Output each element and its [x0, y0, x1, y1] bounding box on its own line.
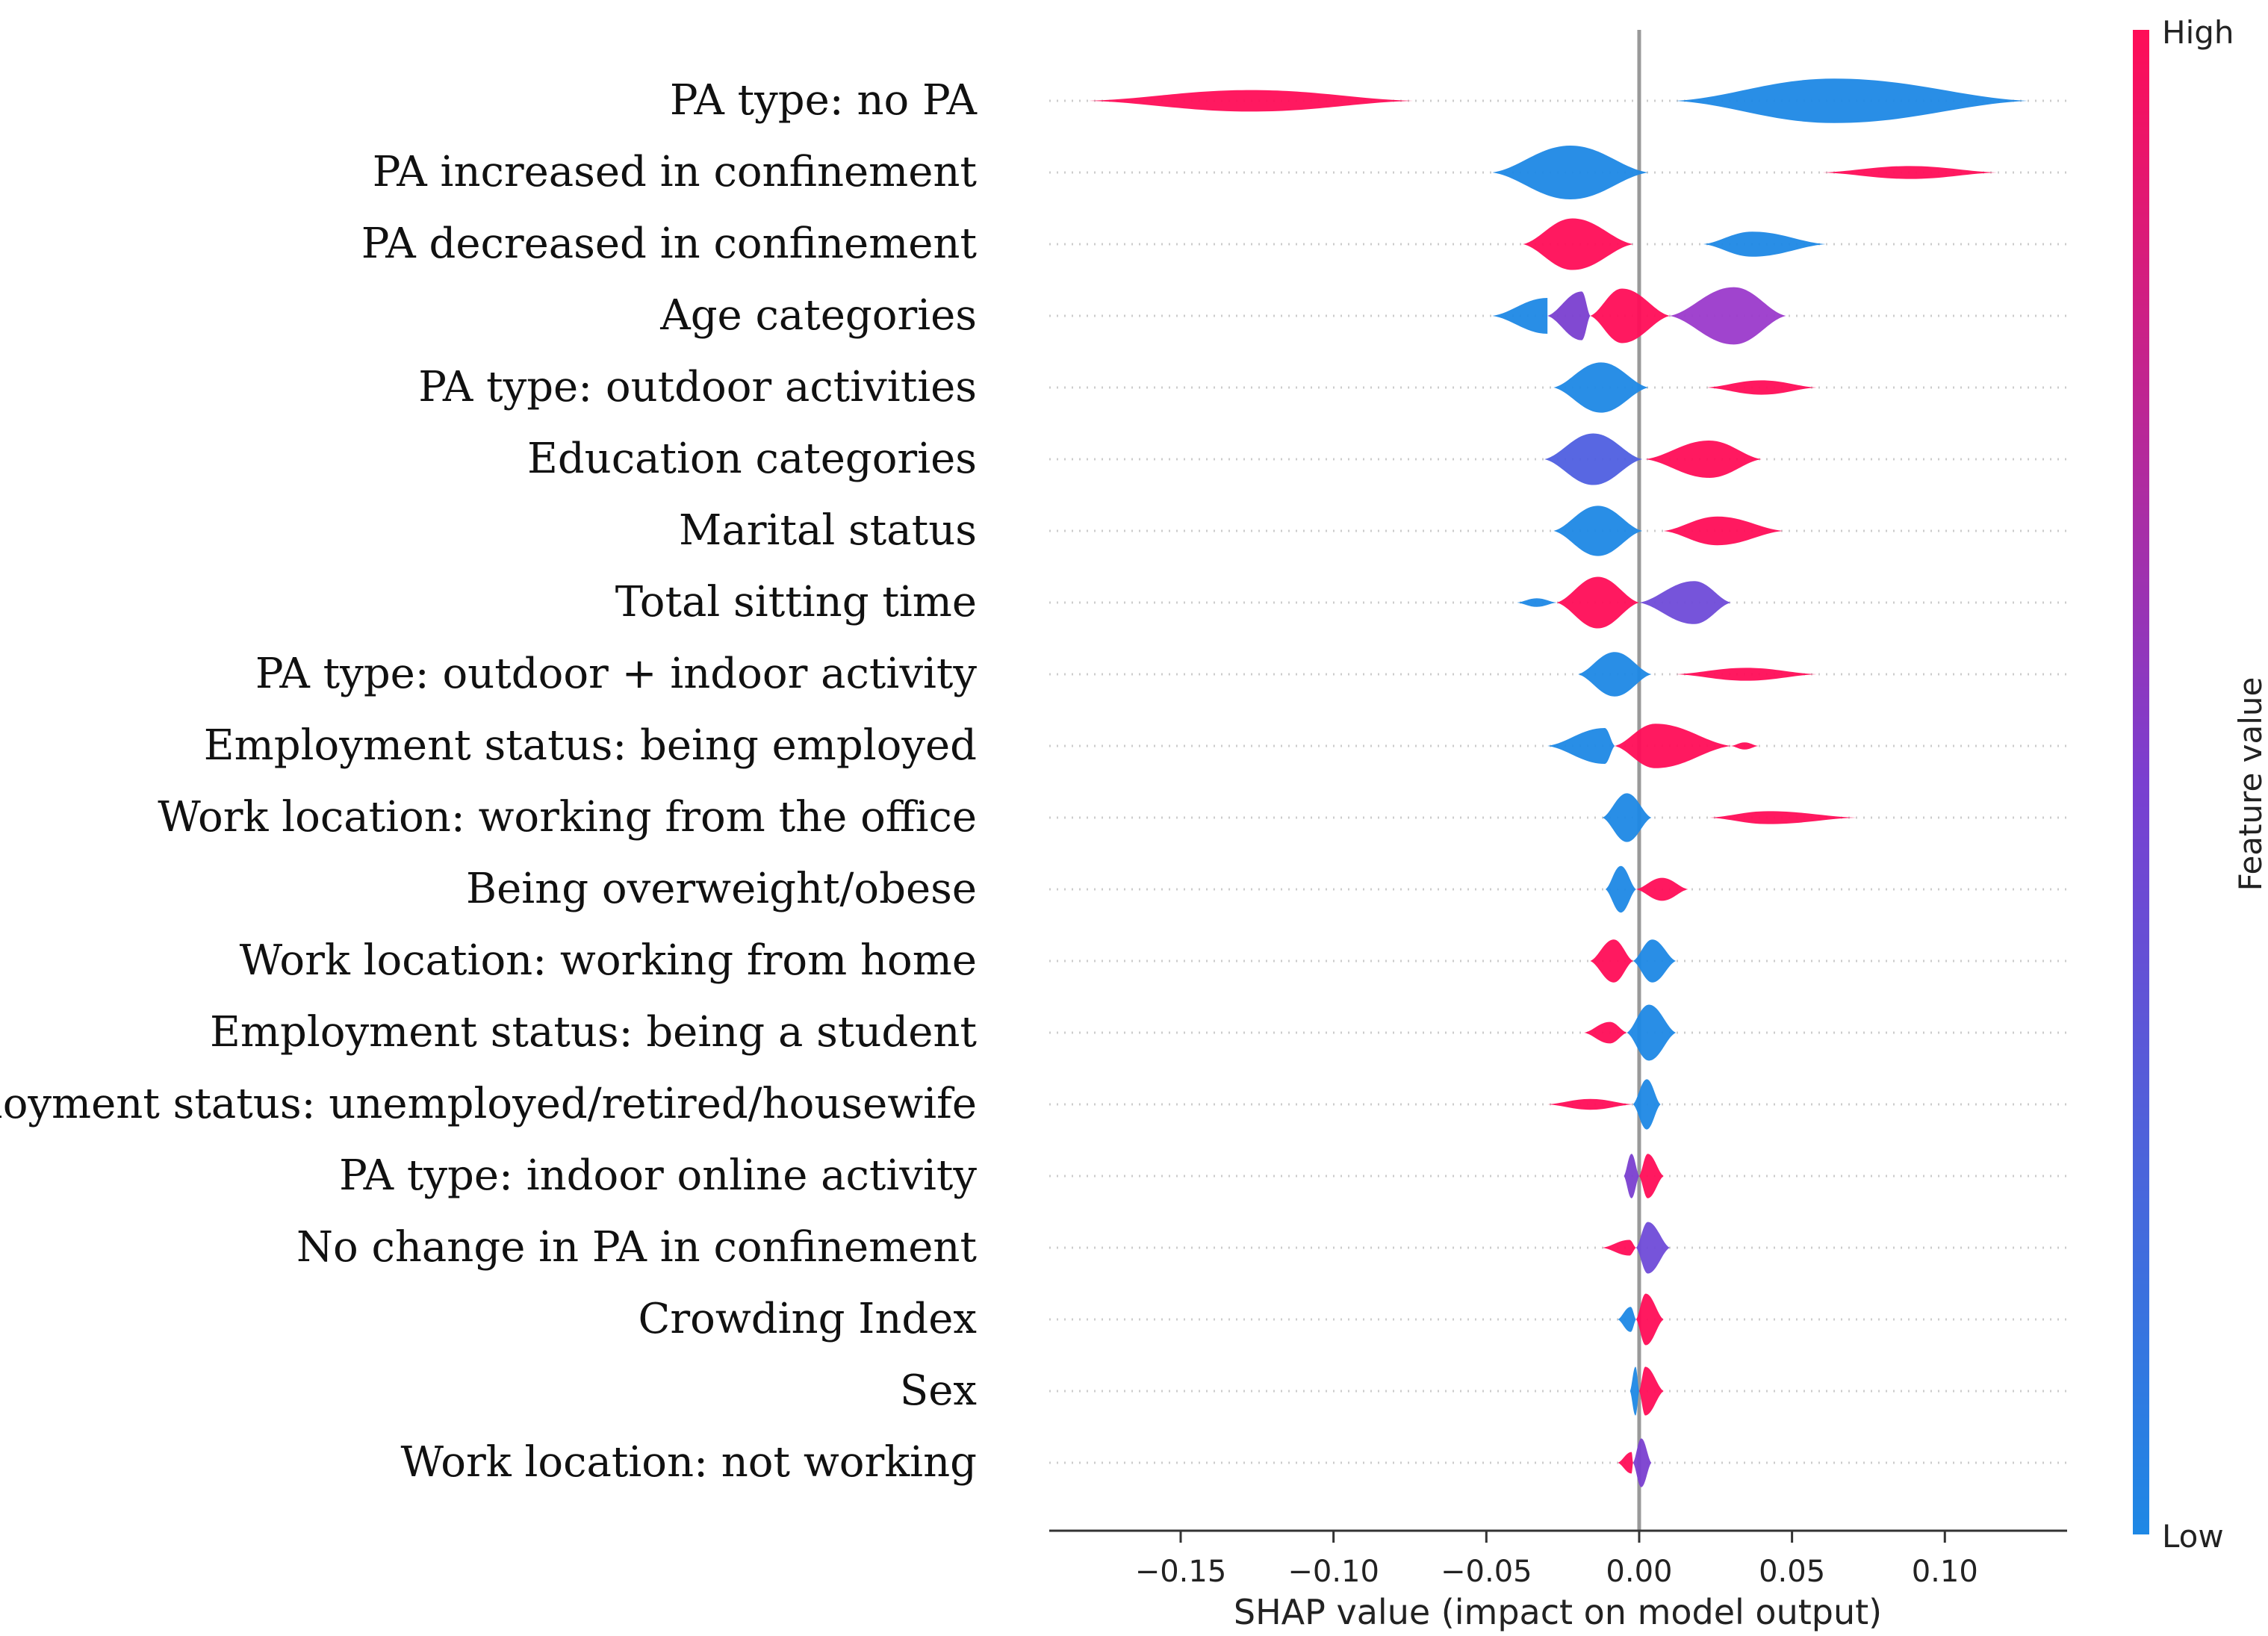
violin-segment — [1632, 1438, 1652, 1487]
colorbar-low-label: Low — [2162, 1518, 2224, 1555]
x-tick-label: 0.00 — [1606, 1555, 1672, 1589]
violin-segment — [1556, 576, 1639, 629]
violin-segment — [1578, 652, 1652, 697]
feature-label: Employment status: being employed — [204, 721, 977, 770]
feature-labels: PA type: no PA PA increased in confinemen… — [0, 76, 978, 1487]
violin-segment — [1635, 1222, 1670, 1274]
violin-segment — [1553, 506, 1643, 556]
violin-segment — [1492, 146, 1649, 199]
feature-label: Employment status: being a student — [210, 1008, 977, 1057]
violin-segment — [1676, 78, 2028, 123]
violin-segment — [1730, 742, 1759, 750]
feature-label: Marital status — [679, 506, 977, 555]
feature-label: No change in PA in confinement — [296, 1223, 978, 1272]
violin-segment — [1605, 865, 1636, 913]
violin-segment — [1638, 581, 1731, 624]
violin-segment — [1517, 598, 1557, 607]
violin-segment — [1709, 811, 1857, 824]
violin-segment — [1706, 380, 1817, 395]
feature-label: Being overweight/obese — [466, 865, 977, 913]
violin-segment — [1618, 1452, 1633, 1474]
violin-segment — [1669, 287, 1786, 345]
x-tick-label: −0.15 — [1135, 1555, 1227, 1589]
colorbar-title: Feature value — [2232, 677, 2268, 892]
violin-plot-area — [1089, 78, 2028, 1487]
violin-segment — [1602, 1240, 1636, 1256]
x-tick-label: 0.05 — [1759, 1555, 1825, 1589]
feature-label: PA type: outdoor activities — [418, 363, 977, 411]
violin-segment — [1635, 1293, 1664, 1346]
feature-label: Crowding Index — [639, 1295, 978, 1343]
x-tick-label: −0.10 — [1287, 1555, 1379, 1589]
violin-segment — [1663, 516, 1783, 546]
feature-label: PA type: no PA — [670, 76, 978, 125]
violin-segment — [1547, 728, 1615, 764]
violin-segment — [1635, 877, 1688, 901]
violin-segment — [1822, 166, 1997, 179]
violin-segment — [1584, 1021, 1627, 1044]
violin-segment — [1632, 1079, 1661, 1130]
violin-segment — [1638, 1154, 1664, 1198]
violin-segment — [1638, 1366, 1664, 1416]
violin-segment — [1492, 298, 1548, 334]
x-tick-label: −0.05 — [1441, 1555, 1532, 1589]
violin-segment — [1624, 1154, 1639, 1198]
colorbar-high-label: High — [2162, 14, 2234, 51]
violin-segment — [1615, 724, 1731, 768]
feature-label: PA decreased in confinement — [361, 220, 978, 268]
violin-segment — [1547, 291, 1591, 340]
feature-label: Work location: working from home — [240, 936, 977, 985]
violin-segment — [1618, 1307, 1636, 1332]
feature-label: Education categories — [527, 435, 977, 483]
violin-segment — [1645, 441, 1762, 478]
row-gridlines — [1049, 99, 2067, 1464]
feature-label: Work location: not working — [401, 1438, 977, 1487]
violin-segment — [1627, 1004, 1677, 1061]
feature-label: Age categories — [659, 291, 977, 340]
feature-label: Sex — [900, 1366, 977, 1415]
violin-segment — [1590, 288, 1670, 343]
feature-label: Employment status: unemployed/retired/ho… — [0, 1080, 977, 1128]
feature-label: PA type: outdoor + indoor activity — [255, 650, 977, 698]
x-axis-title: SHAP value (impact on model output) — [1234, 1592, 1882, 1632]
violin-segment — [1523, 218, 1633, 270]
feature-label: Work location: working from the office — [158, 793, 977, 842]
violin-segment — [1553, 362, 1649, 413]
violin-segment — [1602, 793, 1652, 842]
violin-segment — [1089, 90, 1414, 112]
violin-segment — [1547, 1098, 1633, 1110]
violin-segment — [1632, 939, 1677, 983]
feature-label: PA type: indoor online activity — [339, 1151, 977, 1200]
x-tick-label: 0.10 — [1912, 1555, 1978, 1589]
feature-label: PA increased in confinement — [373, 148, 978, 196]
feature-label: Total sitting time — [615, 578, 977, 626]
violin-segment — [1629, 1366, 1639, 1416]
violin-segment — [1590, 939, 1633, 983]
violin-segment — [1676, 668, 1817, 681]
colorbar — [2133, 30, 2149, 1534]
violin-segment — [1544, 433, 1643, 485]
x-axis-ticks: −0.15 −0.10 −0.05 0.00 0.05 0.10 — [1135, 1531, 1978, 1589]
violin-segment — [1703, 231, 1826, 257]
